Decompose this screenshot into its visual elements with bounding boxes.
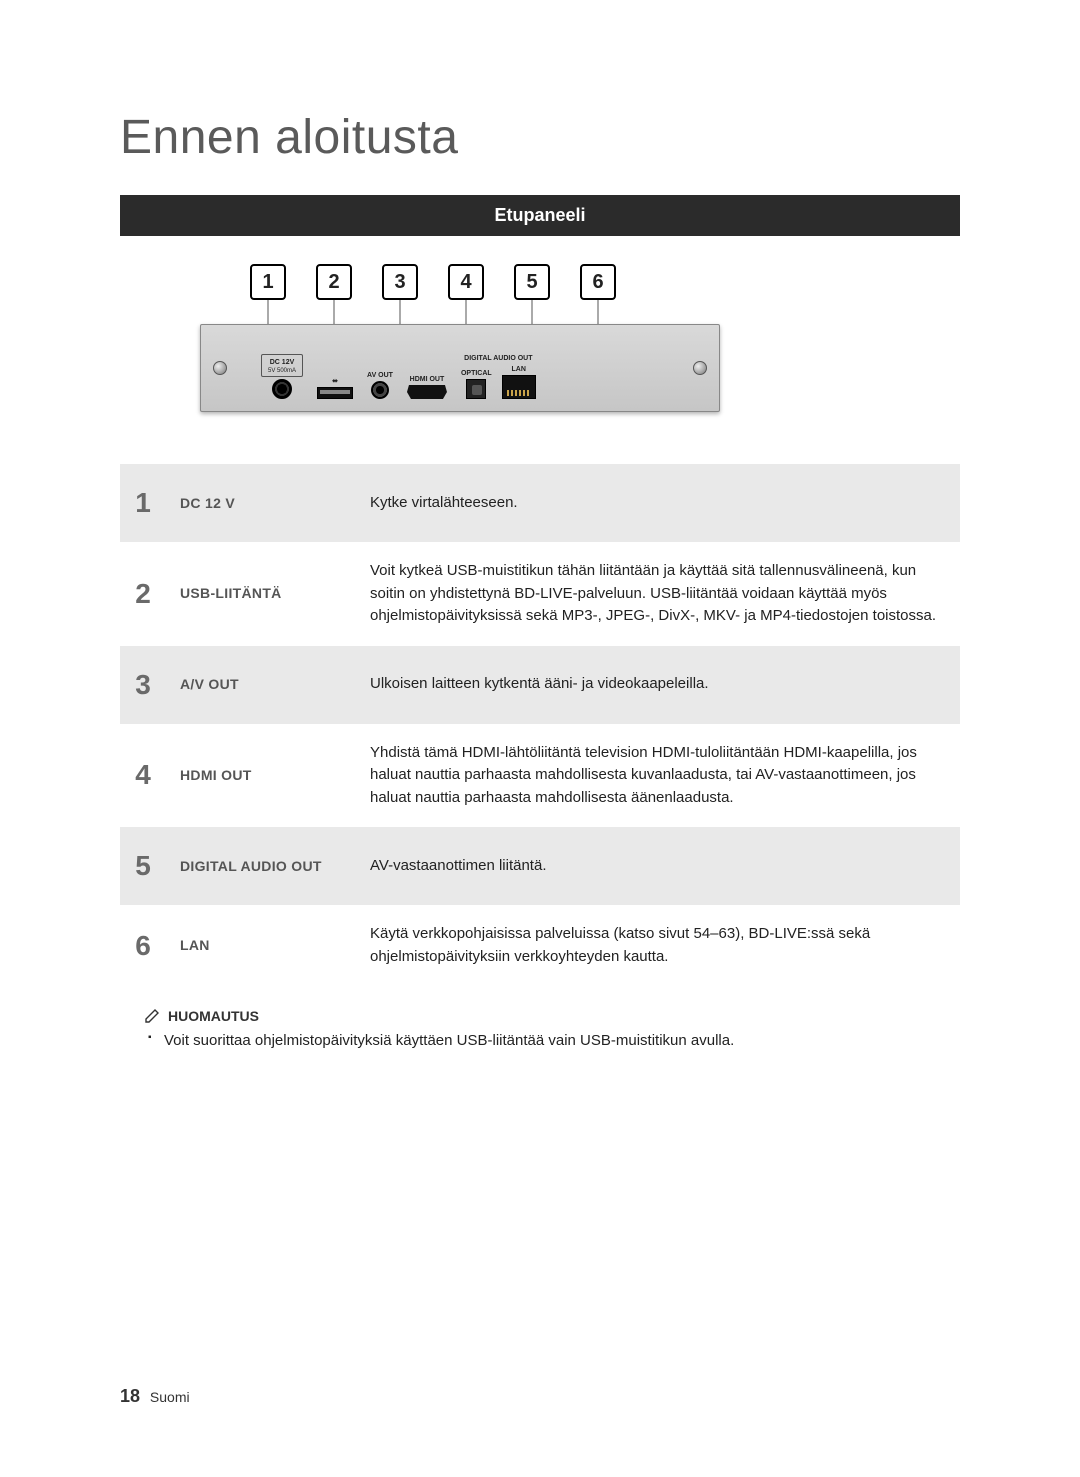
row-name: HDMI OUT — [166, 724, 356, 828]
table-row: 3 A/V OUT Ulkoisen laitteen kytkentä ään… — [120, 646, 960, 724]
note-heading: HUOMAUTUS — [144, 1008, 960, 1024]
callout-1: 1 — [250, 264, 286, 300]
port-label: DC 12V — [270, 359, 295, 366]
row-name: DC 12 V — [166, 464, 356, 542]
note-icon — [144, 1008, 160, 1024]
table-row: 1 DC 12 V Kytke virtalähteeseen. — [120, 464, 960, 542]
callout-5: 5 — [514, 264, 550, 300]
row-desc: Kytke virtalähteeseen. — [356, 464, 960, 542]
callout-2: 2 — [316, 264, 352, 300]
screw-icon — [213, 361, 227, 375]
optical-port-icon — [466, 379, 486, 399]
callout-3: 3 — [382, 264, 418, 300]
port-frame: DC 12V 5V 500mA — [261, 354, 303, 377]
av-jack-icon — [371, 381, 389, 399]
usb-symbol-icon: ⬌ — [332, 377, 338, 385]
table-row: 4 HDMI OUT Yhdistä tämä HDMI-lähtöliitän… — [120, 724, 960, 828]
port-label: AV OUT — [367, 372, 393, 379]
port-digital-audio: DIGITAL AUDIO OUT OPTICAL LAN — [461, 355, 536, 399]
row-name: USB-LIITÄNTÄ — [166, 542, 356, 646]
device-panel: DC 12V 5V 500mA ⬌ AV OUT HDMI OUT DIGITA… — [200, 324, 720, 412]
port-label: LAN — [512, 366, 526, 373]
port-dc: DC 12V 5V 500mA — [261, 354, 303, 399]
language-label: Suomi — [150, 1389, 190, 1405]
row-number: 2 — [120, 542, 166, 646]
port-hdmi: HDMI OUT — [407, 376, 447, 399]
port-usb: ⬌ — [317, 377, 353, 399]
row-number: 5 — [120, 827, 166, 905]
row-number: 1 — [120, 464, 166, 542]
page-footer: 18 Suomi — [120, 1386, 190, 1407]
table-row: 5 DIGITAL AUDIO OUT AV-vastaanottimen li… — [120, 827, 960, 905]
row-number: 3 — [120, 646, 166, 724]
port-label: OPTICAL — [461, 370, 492, 377]
port-label: HDMI OUT — [410, 376, 445, 383]
port-av: AV OUT — [367, 372, 393, 399]
row-desc: Ulkoisen laitteen kytkentä ääni- ja vide… — [356, 646, 960, 724]
page-number: 18 — [120, 1386, 140, 1406]
callout-4: 4 — [448, 264, 484, 300]
port-row: DC 12V 5V 500mA ⬌ AV OUT HDMI OUT DIGITA… — [261, 337, 679, 399]
row-desc: Yhdistä tämä HDMI-lähtöliitäntä televisi… — [356, 724, 960, 828]
row-number: 4 — [120, 724, 166, 828]
ports-table: 1 DC 12 V Kytke virtalähteeseen. 2 USB-L… — [120, 464, 960, 986]
callout-6: 6 — [580, 264, 616, 300]
callout-row: 1 2 3 4 5 6 — [120, 264, 960, 300]
note-item: Voit suorittaa ohjelmistopäivityksiä käy… — [144, 1030, 960, 1053]
row-name: DIGITAL AUDIO OUT — [166, 827, 356, 905]
row-name: LAN — [166, 905, 356, 986]
row-desc: Voit kytkeä USB-muistitikun tähän liitän… — [356, 542, 960, 646]
hdmi-port-icon — [407, 385, 447, 399]
row-name: A/V OUT — [166, 646, 356, 724]
note-block: HUOMAUTUS Voit suorittaa ohjelmistopäivi… — [120, 1008, 960, 1053]
row-desc: AV-vastaanottimen liitäntä. — [356, 827, 960, 905]
row-number: 6 — [120, 905, 166, 986]
lan-port-icon — [502, 375, 536, 399]
dc-jack-icon — [272, 379, 292, 399]
note-heading-text: HUOMAUTUS — [168, 1008, 259, 1024]
screw-icon — [693, 361, 707, 375]
row-desc: Käytä verkkopohjaisissa palveluissa (kat… — [356, 905, 960, 986]
front-panel-diagram: 1 2 3 4 5 6 DC 12V 5V 500mA ⬌ — [120, 264, 960, 434]
table-row: 6 LAN Käytä verkkopohjaisissa palveluiss… — [120, 905, 960, 986]
port-label: DIGITAL AUDIO OUT — [464, 355, 532, 362]
section-header: Etupaneeli — [120, 195, 960, 236]
table-row: 2 USB-LIITÄNTÄ Voit kytkeä USB-muistitik… — [120, 542, 960, 646]
usb-port-icon — [317, 387, 353, 399]
page-title: Ennen aloitusta — [120, 110, 960, 165]
port-sublabel: 5V 500mA — [268, 368, 296, 374]
